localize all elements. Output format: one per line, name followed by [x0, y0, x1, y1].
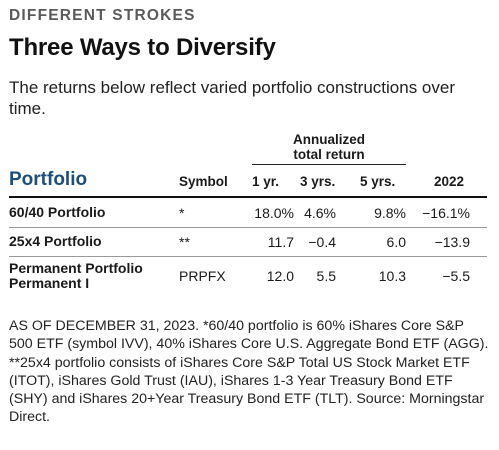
page-title: Three Ways to Diversify [9, 34, 276, 61]
row-3yrs-return: 5.5 [316, 268, 336, 284]
kicker: DIFFERENT STROKES [9, 7, 196, 24]
row-symbol: * [179, 205, 185, 221]
row-portfolio-name: Permanent Portfolio Permanent I [9, 261, 143, 291]
row-portfolio-name: 60/40 Portfolio [9, 204, 106, 220]
row-2022-return: −5.5 [442, 268, 470, 284]
column-header-2022: 2022 [434, 174, 465, 189]
row-divider [9, 227, 487, 228]
annualized-return-header: Annualized total return [252, 132, 406, 162]
footnote: AS OF DECEMBER 31, 2023. *60/40 portfoli… [9, 318, 489, 426]
column-header-1yr: 1 yr. [252, 174, 280, 189]
group-header-rule [252, 164, 406, 165]
group-header-line1: Annualized [292, 132, 365, 147]
row-1yr-return: 12.0 [266, 268, 294, 284]
row-3yrs-return: −0.4 [308, 234, 336, 250]
row-5yrs-return: 9.8% [374, 205, 406, 221]
column-header-5yrs: 5 yrs. [360, 174, 396, 189]
row-2022-return: −16.1% [422, 205, 470, 221]
row-portfolio-name-line1: Permanent Portfolio [9, 260, 143, 276]
row-symbol: ** [179, 234, 190, 250]
row-1yr-return: 18.0% [254, 205, 294, 221]
row-1yr-return: 11.7 [267, 234, 294, 250]
column-header-portfolio: Portfolio [9, 169, 88, 190]
row-divider [9, 256, 487, 257]
column-header-3yrs: 3 yrs. [300, 174, 336, 189]
row-portfolio-name-line2: Permanent I [9, 275, 90, 291]
group-header-line2: total return [293, 147, 365, 162]
column-header-symbol: Symbol [179, 174, 228, 189]
row-portfolio-name: 25x4 Portfolio [9, 233, 102, 249]
row-3yrs-return: 4.6% [304, 205, 336, 221]
subtitle: The returns below reflect varied portfol… [9, 78, 455, 118]
row-5yrs-return: 6.0 [386, 234, 406, 250]
row-symbol: PRPFX [179, 268, 226, 284]
row-5yrs-return: 10.3 [378, 268, 406, 284]
row-2022-return: −13.9 [434, 234, 470, 250]
header-rule [9, 196, 487, 198]
